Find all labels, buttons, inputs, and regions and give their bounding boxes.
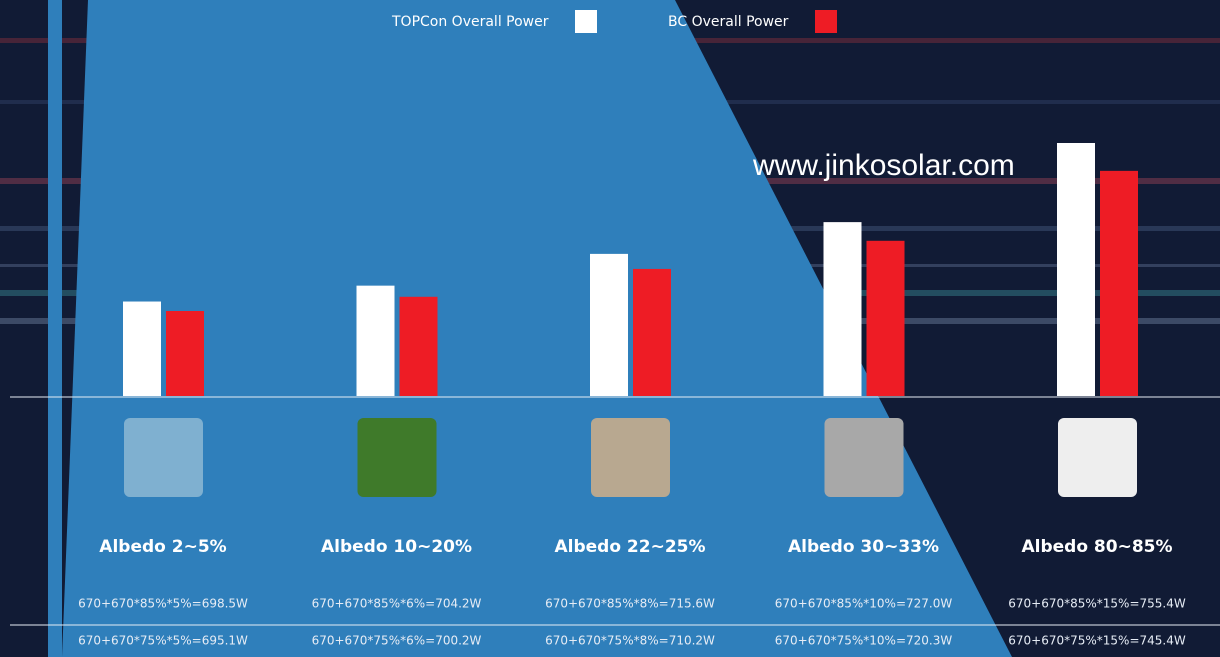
albedo-image [825,418,904,497]
value-formula: 670+670*85%*8%=715.6W [545,597,715,611]
bar [123,302,161,396]
albedo-image [591,418,670,497]
category-label: Albedo 80~85% [1021,537,1172,557]
bar [824,222,862,396]
watermark: www.jinkosolar.com [752,149,1015,182]
bar [633,269,671,396]
value-formula: 670+670*75%*6%=700.2W [312,634,482,648]
bar [166,311,204,396]
bar [590,254,628,396]
bar [357,286,395,396]
albedo-image [358,418,437,497]
category-label: Albedo 22~25% [554,537,705,557]
value-formula: 670+670*85%*6%=704.2W [312,597,482,611]
value-formula: 670+670*85%*5%=698.5W [78,597,248,611]
category-label: Albedo 2~5% [99,537,226,557]
legend-swatch [815,10,837,33]
legend-label: BC Overall Power [668,14,789,30]
legend-label: TOPCon Overall Power [391,14,549,30]
legend-swatch [575,10,597,33]
value-formula: 670+670*75%*5%=695.1W [78,634,248,648]
bar [1057,143,1095,396]
value-formula: 670+670*75%*15%=745.4W [1008,634,1186,648]
value-formula: 670+670*85%*15%=755.4W [1008,597,1186,611]
bar [1100,171,1138,396]
value-formula: 670+670*85%*10%=727.0W [775,597,953,611]
bar [400,297,438,396]
side-bar [48,0,62,657]
albedo-image [124,418,203,497]
value-formula: 670+670*75%*8%=710.2W [545,634,715,648]
value-formula: 670+670*75%*10%=720.3W [775,634,953,648]
chart: www.jinkosolar.com TOPCon Overall Power B… [0,0,1220,657]
category-label: Albedo 30~33% [788,537,939,557]
albedo-image [1058,418,1137,497]
category-label: Albedo 10~20% [321,537,472,557]
bar [867,241,905,396]
